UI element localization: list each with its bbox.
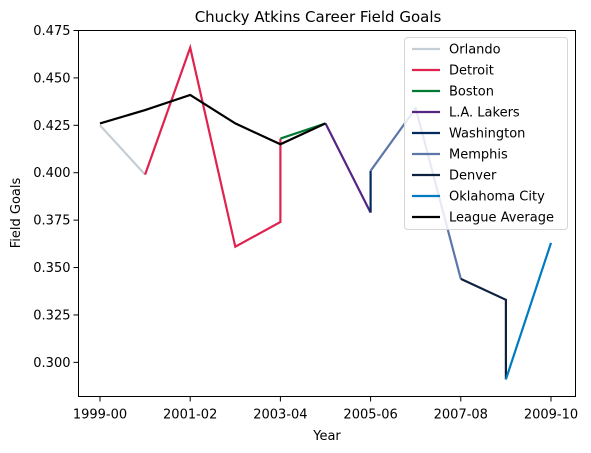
legend-label-1: Detroit [449, 64, 494, 79]
x-tick-label: 1999-00 [73, 408, 127, 423]
legend-label-3: L.A. Lakers [449, 106, 520, 121]
y-tick-label: 0.300 [33, 356, 70, 371]
legend-label-2: Boston [449, 85, 494, 100]
plot-frame [78, 30, 576, 397]
series-line-8 [99, 93, 326, 146]
y-tick-label: 0.425 [33, 119, 70, 134]
series-line-1 [144, 43, 282, 249]
series-line-7 [504, 242, 553, 380]
y-tick-label: 0.375 [33, 214, 70, 229]
x-tick-label: 2009-10 [524, 408, 578, 423]
legend-label-7: Oklahoma City [449, 190, 545, 205]
legend: Orlando Detroit Boston L.A. Lakers Washingto… [404, 37, 568, 230]
y-tick-label: 0.400 [33, 166, 70, 181]
chart-title: Chucky Atkins Career Field Goals [195, 8, 442, 26]
y-axis-label: Field Goals [9, 178, 24, 249]
x-axis-ticks: 1999-00 2001-02 2003-04 2005-06 2007-08 2009-… [73, 396, 578, 423]
series-line-0 [99, 124, 146, 176]
y-axis-ticks: 0.300 0.325 0.350 0.375 0.400 0.425 0.450 0.475 [33, 24, 79, 371]
y-tick-label: 0.350 [33, 261, 70, 276]
x-tick-label: 2003-04 [253, 408, 307, 423]
legend-label-4: Washington [449, 127, 525, 142]
y-tick-label: 0.475 [33, 24, 70, 39]
x-axis-label: Year [312, 429, 341, 444]
legend-label-0: Orlando [449, 43, 501, 58]
x-tick-label: 2001-02 [163, 408, 217, 423]
x-tick-label: 2005-06 [343, 408, 397, 423]
legend-label-5: Memphis [449, 148, 508, 163]
legend-label-6: Denver [449, 169, 497, 184]
series-line-3 [324, 122, 372, 214]
series-line-6 [460, 277, 507, 380]
x-tick-label: 2007-08 [434, 408, 488, 423]
legend-label-8: League Average [449, 211, 554, 226]
y-tick-label: 0.325 [33, 308, 70, 323]
legend-box [404, 37, 568, 230]
y-tick-label: 0.450 [33, 71, 70, 86]
